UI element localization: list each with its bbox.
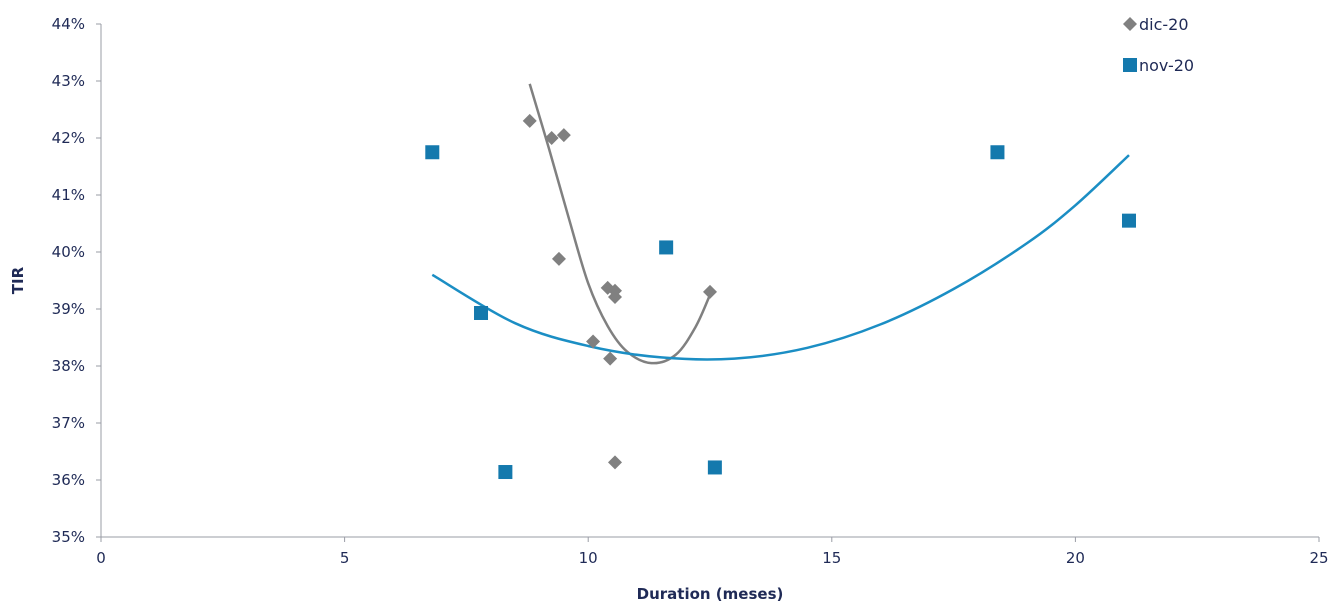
y-tick-label: 38%	[52, 357, 85, 375]
data-point-nov-20	[425, 145, 440, 160]
x-tick-label: 5	[340, 549, 350, 567]
trendline-dic-20	[528, 83, 712, 365]
y-tick-label: 41%	[52, 186, 85, 204]
data-point-dic-20	[586, 334, 601, 349]
legend-marker-dic-20	[1123, 17, 1137, 31]
x-axis: 0 5 10 15 20 25	[96, 536, 1329, 567]
trendlines	[431, 83, 1130, 365]
legend-marker-nov-20	[1123, 58, 1137, 72]
data-point-nov-20	[707, 460, 722, 475]
y-tick-label: 36%	[52, 471, 85, 489]
x-tick-label: 10	[579, 549, 598, 567]
y-tick-label: 37%	[52, 414, 85, 432]
data-point-nov-20	[659, 240, 674, 255]
data-points	[425, 113, 1136, 480]
y-tick-label: 44%	[52, 15, 85, 33]
y-tick-label: 43%	[52, 72, 85, 90]
data-point-nov-20	[1121, 213, 1136, 228]
y-tick-label: 35%	[52, 528, 85, 546]
trendline-nov-20	[431, 154, 1130, 361]
data-point-dic-20	[556, 128, 571, 143]
x-tick-label: 25	[1309, 549, 1328, 567]
data-point-dic-20	[603, 351, 618, 366]
x-tick-label: 15	[822, 549, 841, 567]
data-point-dic-20	[607, 455, 622, 470]
data-point-nov-20	[498, 465, 513, 480]
x-tick-label: 0	[96, 549, 106, 567]
legend-label-dic-20: dic-20	[1139, 15, 1189, 34]
data-point-dic-20	[522, 113, 537, 128]
data-point-dic-20	[544, 131, 559, 145]
x-tick-label: 20	[1066, 549, 1085, 567]
data-point-dic-20	[551, 251, 566, 266]
data-point-nov-20	[990, 145, 1005, 160]
y-tick-label: 40%	[52, 243, 85, 261]
data-point-dic-20	[703, 284, 717, 299]
legend: dic-20 nov-20	[1123, 15, 1194, 75]
y-tick-label: 42%	[52, 129, 85, 147]
x-axis-title: Duration (meses)	[637, 585, 784, 603]
data-point-nov-20	[474, 305, 489, 320]
y-axis: 35% 36% 37% 38% 39% 40% 41% 42% 43% 44%	[52, 15, 102, 546]
data-point-dic-20	[607, 290, 622, 305]
y-tick-label: 39%	[52, 300, 85, 318]
y-axis-title: TIR	[9, 266, 27, 294]
legend-label-nov-20: nov-20	[1139, 56, 1194, 75]
